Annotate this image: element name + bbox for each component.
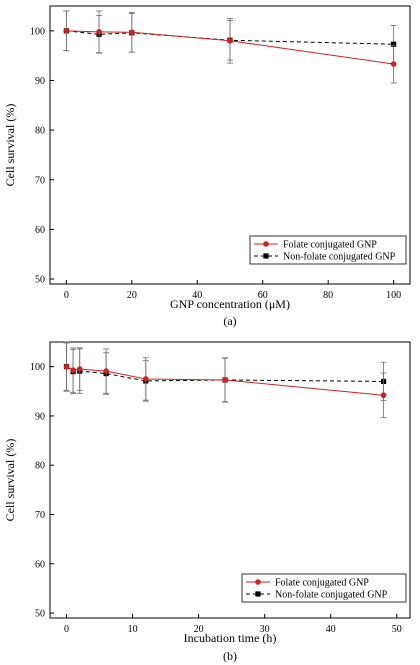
panel-label-a: (a) xyxy=(223,314,236,328)
folate-data-point xyxy=(222,377,228,383)
series-layer-a xyxy=(63,10,397,84)
x-tick-label: 30 xyxy=(260,624,270,635)
folate-data-point xyxy=(70,367,76,373)
x-tick-label: 100 xyxy=(386,290,401,301)
axis-ticks-b: 0 10 20 30 40 50 50 60 70 80 90 100 xyxy=(30,362,402,635)
folate-data-point xyxy=(142,376,149,382)
x-tick-label: 40 xyxy=(326,624,336,635)
y-tick-label: 70 xyxy=(35,510,45,521)
non-folate-legend-label: Non-folate conjugated GNP xyxy=(275,590,388,601)
y-tick-label: 80 xyxy=(35,126,45,137)
series-layer-b xyxy=(63,341,387,418)
y-axis-label-b: Cell survival (%) xyxy=(3,439,17,522)
non-folate-legend-marker xyxy=(263,253,269,259)
plot-frame-a xyxy=(49,5,411,285)
legend-box xyxy=(249,235,407,265)
non-folate-legend-label: Non-folate conjugated GNP xyxy=(283,252,396,263)
x-tick-label: 20 xyxy=(127,290,137,301)
folate-data-point xyxy=(63,28,70,34)
y-tick-label: 80 xyxy=(35,461,45,472)
panel-label-b: (b) xyxy=(223,649,237,663)
folate-data-point xyxy=(63,363,70,370)
x-axis-label-b: Incubation time (h) xyxy=(184,631,277,645)
y-tick-label: 90 xyxy=(35,76,45,87)
y-tick-label: 60 xyxy=(35,225,45,236)
x-tick-label: 0 xyxy=(64,624,69,635)
legend-box xyxy=(241,573,407,603)
folate-data-point xyxy=(380,392,387,399)
folate-data-point xyxy=(227,37,233,44)
y-tick-label: 100 xyxy=(30,362,45,373)
x-tick-label: 20 xyxy=(194,624,204,635)
x-tick-label: 40 xyxy=(192,290,202,301)
chart-a: 0 20 40 60 80 100 50 60 70 80 90 100 Folate conjuga… xyxy=(3,5,411,328)
y-tick-label: 100 xyxy=(30,26,45,37)
chart-b: 0 10 20 30 40 50 50 60 70 80 90 100 Folate conjugat… xyxy=(3,341,411,663)
axis-ticks-a: 0 20 40 60 80 100 50 60 70 80 90 100 xyxy=(30,26,401,301)
x-axis-label-a: GNP concentration (μM) xyxy=(170,297,290,311)
folate-data-point xyxy=(129,29,135,36)
y-axis-label-a: Cell survival (%) xyxy=(3,104,17,187)
plot-frame-b xyxy=(49,341,411,619)
y-tick-label: 70 xyxy=(35,175,45,186)
y-tick-label: 50 xyxy=(35,275,45,286)
folate-data-point xyxy=(96,29,102,35)
folate-data-point xyxy=(76,366,83,372)
folate-data-point xyxy=(390,61,397,67)
non-folate-data-point xyxy=(391,41,397,47)
folate-legend-label: Folate conjugated GNP xyxy=(283,240,377,251)
x-tick-label: 0 xyxy=(64,290,69,301)
folate-data-point xyxy=(103,368,109,374)
y-tick-label: 50 xyxy=(35,609,45,620)
folate-legend-marker xyxy=(255,579,261,585)
x-tick-label: 80 xyxy=(323,290,333,301)
non-folate-legend-marker xyxy=(255,591,261,597)
folate-legend-marker xyxy=(263,241,269,247)
x-tick-label: 10 xyxy=(128,624,138,635)
x-tick-label: 50 xyxy=(392,624,402,635)
y-tick-label: 90 xyxy=(35,411,45,422)
y-tick-label: 60 xyxy=(35,559,45,570)
folate-legend-label: Folate conjugated GNP xyxy=(275,578,369,589)
x-tick-label: 60 xyxy=(258,290,268,301)
